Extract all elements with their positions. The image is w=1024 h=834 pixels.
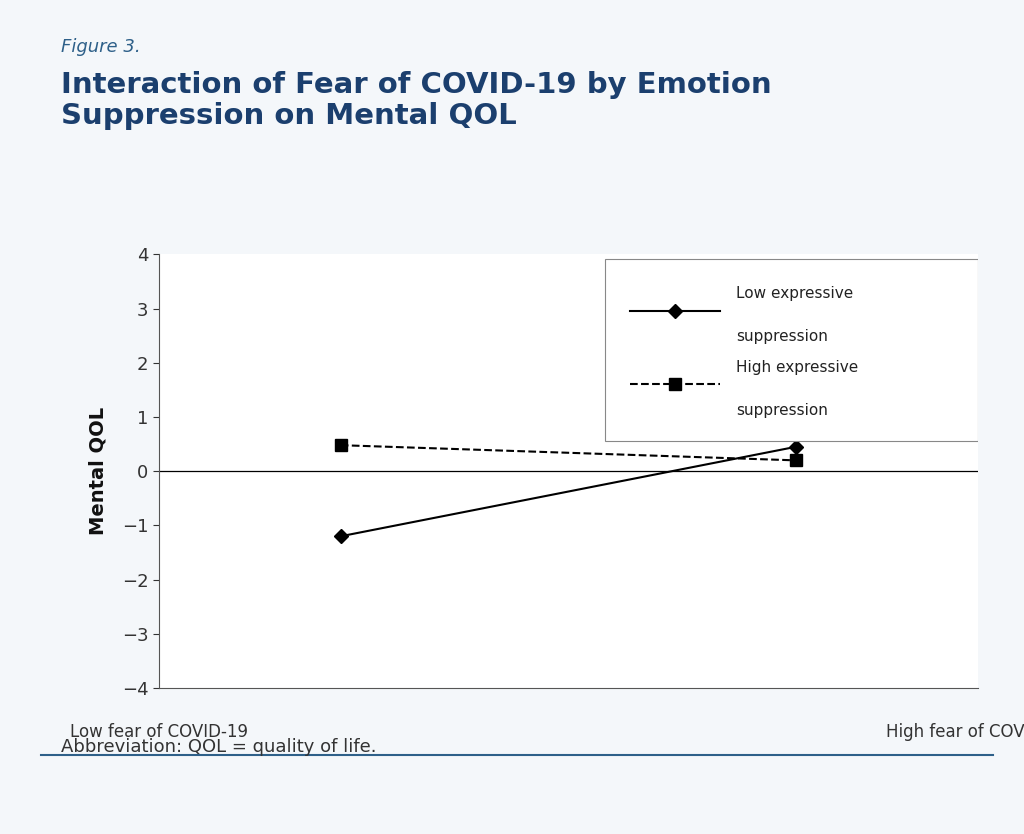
Text: High fear of COVID-19: High fear of COVID-19 <box>886 723 1024 741</box>
Text: suppression: suppression <box>736 329 828 344</box>
Text: Figure 3.: Figure 3. <box>61 38 141 56</box>
Text: Interaction of Fear of COVID-19 by Emotion
Suppression on Mental QOL: Interaction of Fear of COVID-19 by Emoti… <box>61 71 772 130</box>
Text: Low fear of COVID-19: Low fear of COVID-19 <box>70 723 248 741</box>
Y-axis label: Mental QOL: Mental QOL <box>89 407 108 535</box>
Text: suppression: suppression <box>736 403 828 418</box>
FancyBboxPatch shape <box>605 259 978 441</box>
Text: High expressive: High expressive <box>736 359 858 374</box>
Text: Low expressive: Low expressive <box>736 286 854 301</box>
Text: Abbreviation: QOL = quality of life.: Abbreviation: QOL = quality of life. <box>61 738 377 756</box>
